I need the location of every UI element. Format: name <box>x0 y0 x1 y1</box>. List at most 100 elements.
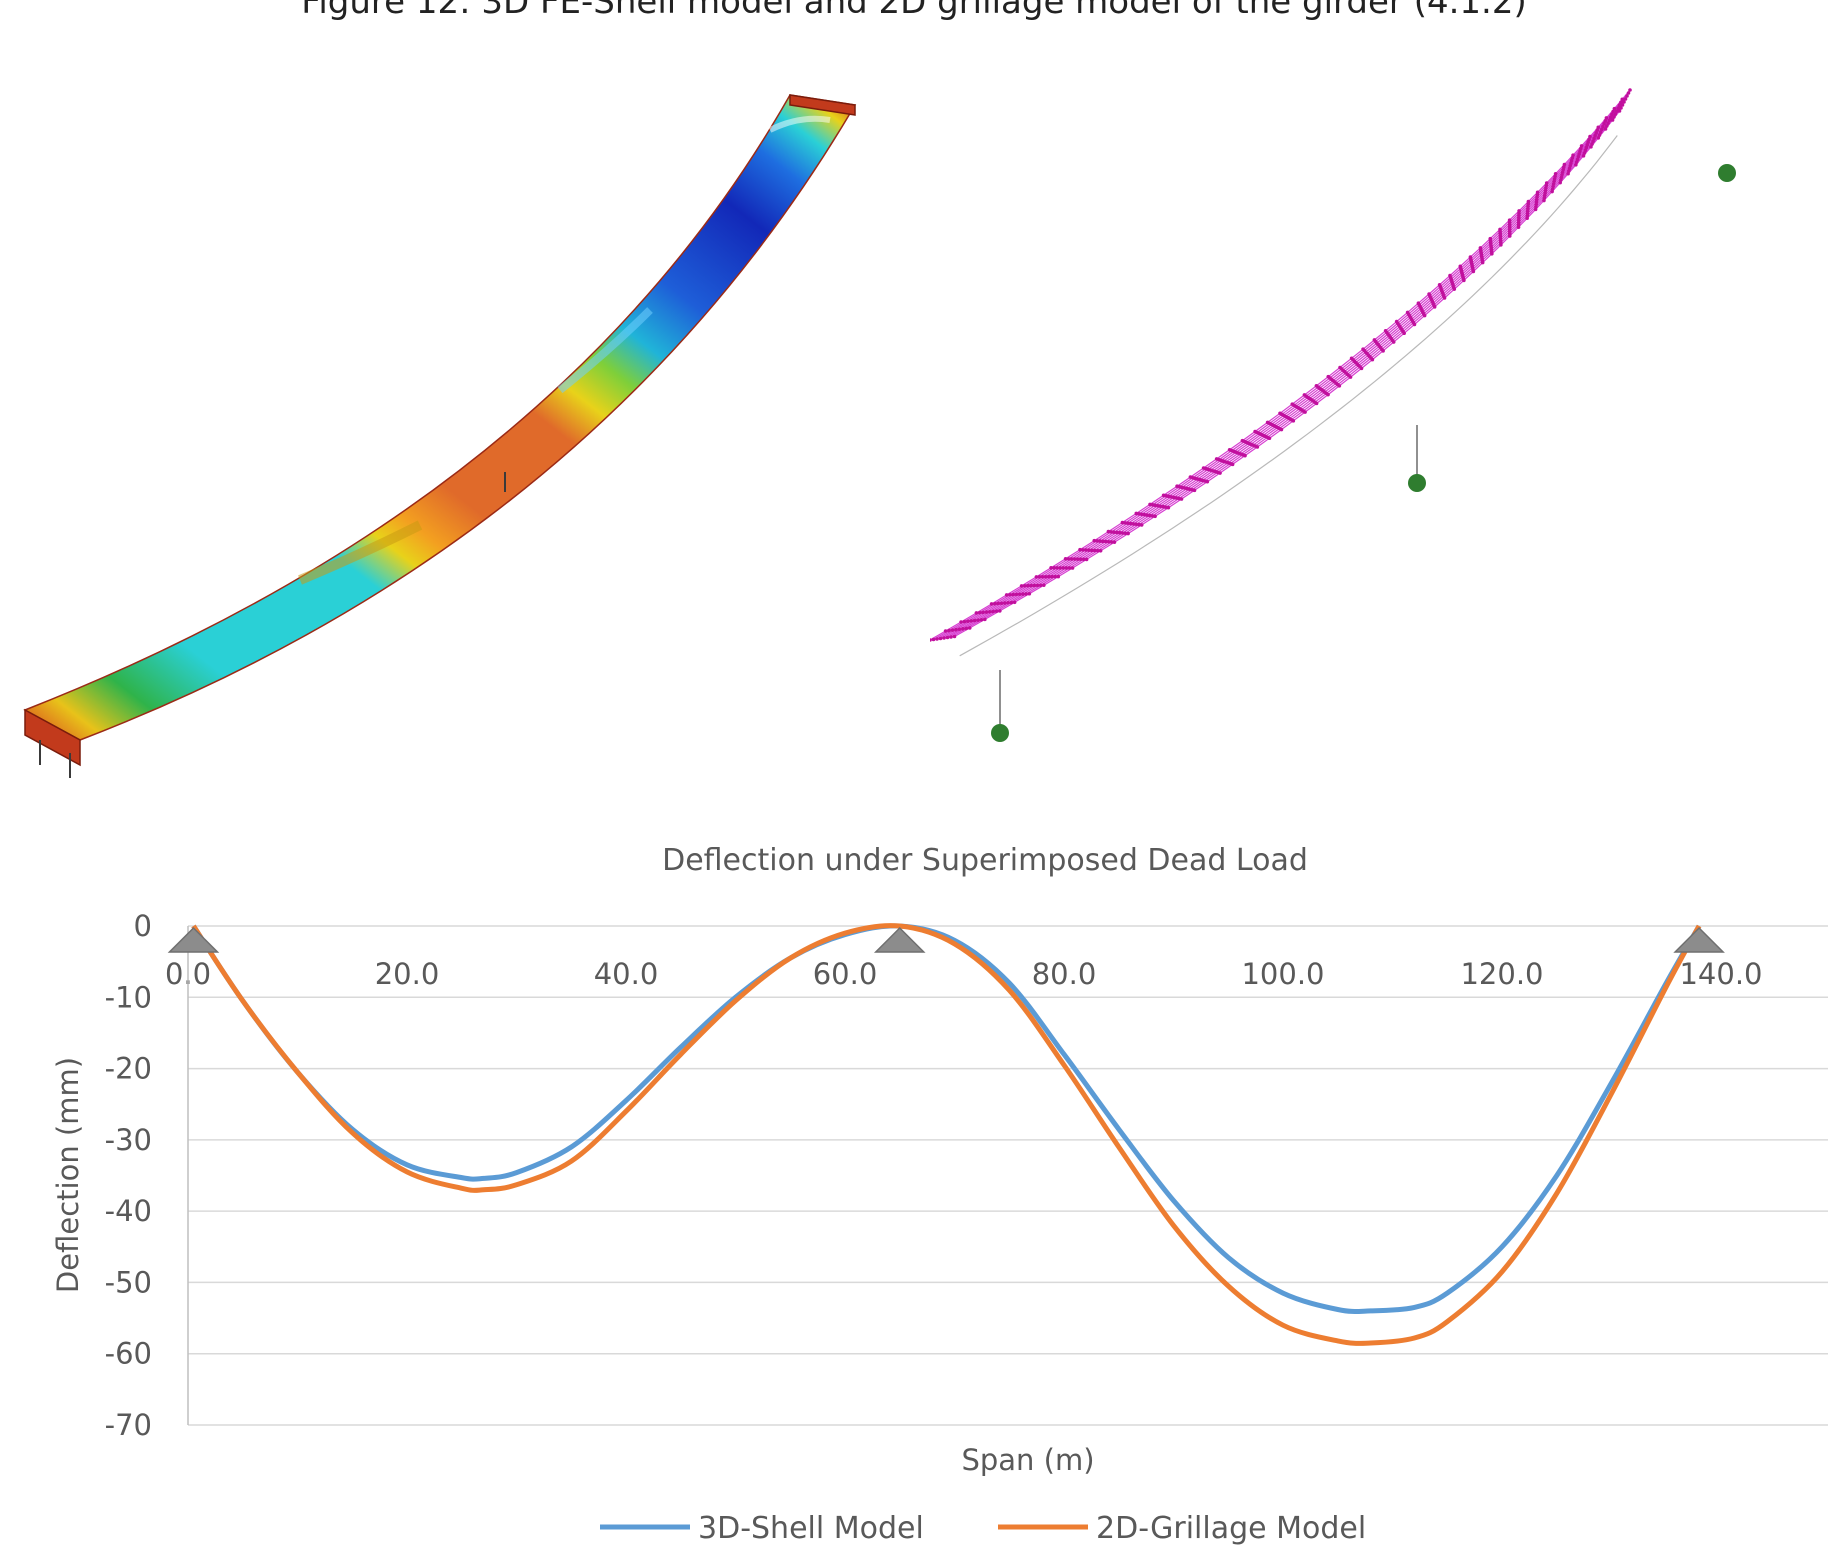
y-tick-label: -30 <box>105 1123 152 1157</box>
grillage-node <box>1038 583 1043 588</box>
grillage-node <box>1604 124 1609 128</box>
grillage-node <box>1279 427 1284 432</box>
grillage-node <box>1614 109 1619 113</box>
grillage-node <box>949 635 953 639</box>
support-marker <box>167 926 220 953</box>
grillage-model-render <box>930 88 1736 742</box>
fe-shell-model-render <box>23 94 857 778</box>
grillage-node <box>1021 592 1025 596</box>
grillage-node <box>1608 115 1613 120</box>
series-line-2d-grillage <box>191 923 1702 1346</box>
support-symbols <box>991 164 1736 742</box>
grillage-node <box>1566 171 1570 176</box>
chart-legend: 3D-Shell Model 2D-Grillage Model <box>600 1511 1366 1546</box>
grillage-node <box>1034 575 1039 579</box>
grillage-longitudinal <box>940 98 1626 640</box>
grillage-longitudinal <box>947 104 1623 639</box>
grillage-node <box>935 637 939 641</box>
grillage-node <box>1027 591 1032 596</box>
grillage-node <box>1052 566 1056 570</box>
grillage-node <box>981 610 985 615</box>
grillage-node <box>1131 522 1136 526</box>
grillage-node <box>1043 574 1048 579</box>
grillage-node <box>1139 523 1144 527</box>
grillage-node <box>1525 216 1529 221</box>
grillage-node <box>969 619 974 623</box>
y-tick-label: -70 <box>105 1408 152 1442</box>
x-tick-label: 100.0 <box>1241 957 1324 991</box>
grillage-node <box>1326 392 1330 397</box>
y-tick-label: -20 <box>105 1052 152 1086</box>
grillage-node <box>977 610 982 615</box>
grillage-node <box>959 620 963 624</box>
grillage-node <box>1166 505 1171 510</box>
grillage-node <box>1092 548 1097 553</box>
y-axis-title: Deflection (mm) <box>51 1057 85 1293</box>
grillage-node <box>1402 331 1406 336</box>
grillage-node <box>1359 366 1364 371</box>
grillage-node <box>1026 583 1030 588</box>
grillage-node <box>979 617 984 622</box>
grillage-node <box>1179 497 1184 501</box>
grillage-node <box>1597 133 1602 137</box>
grillage-node <box>938 636 943 641</box>
grillage-node <box>1490 251 1494 256</box>
grillage-node <box>1584 145 1589 150</box>
grillage-node <box>1516 225 1521 229</box>
grillage-node <box>1123 531 1128 536</box>
grillage-node <box>1592 136 1596 141</box>
grillage-node <box>1029 583 1033 588</box>
grillage-node <box>1205 479 1210 484</box>
grillage-node <box>950 628 955 632</box>
grillage-node <box>1139 512 1144 517</box>
grillage-node <box>1078 547 1082 552</box>
grillage-node <box>1533 207 1538 212</box>
grillage-node <box>976 618 980 622</box>
figure-caption: Figure 12: 3D FE-Shell model and 2D gril… <box>301 0 1527 22</box>
grillage-node <box>1601 124 1605 129</box>
grillage-node <box>1101 539 1105 544</box>
grillage-node <box>1255 445 1260 449</box>
grillage-node <box>972 618 977 623</box>
grillage-node <box>1064 566 1069 570</box>
grillage-node <box>1075 557 1080 561</box>
support-marker <box>873 926 926 953</box>
grillage-node <box>1585 143 1590 147</box>
grillage-node <box>1230 462 1235 467</box>
y-tick-labels: 0 -10 -20 -30 -40 -50 -60 -70 <box>105 909 152 1442</box>
grillage-node <box>1134 522 1138 527</box>
grillage-node <box>1120 520 1125 525</box>
grillage-node <box>1303 410 1307 414</box>
grillage-node <box>1620 97 1625 102</box>
grillage-node <box>1153 514 1157 519</box>
grillage-node <box>1462 278 1466 283</box>
grillage-node <box>1593 133 1597 138</box>
grillage-node <box>1590 142 1594 146</box>
grillage-node <box>1009 600 1014 605</box>
grillage-node <box>1412 322 1417 327</box>
grillage-node <box>945 635 950 640</box>
grillage-node <box>967 626 972 630</box>
x-tick-labels: 0.0 20.0 40.0 60.0 80.0 100.0 120.0 140.0 <box>165 957 1763 991</box>
grillage-node <box>1040 574 1045 579</box>
grillage-node <box>1037 575 1042 579</box>
grillage-node <box>1032 583 1037 588</box>
grillage-node <box>1612 106 1617 111</box>
grillage-node <box>1588 134 1592 139</box>
grillage-node <box>1610 118 1615 122</box>
grillage-node <box>1049 566 1053 570</box>
grillage-node <box>1070 566 1075 570</box>
grillage-node <box>1024 592 1028 596</box>
y-tick-label: -50 <box>105 1265 152 1299</box>
grillage-node <box>1617 109 1622 113</box>
grillage-node <box>942 636 946 640</box>
grillage-node <box>1137 512 1141 516</box>
grillage-mesh <box>930 88 1632 657</box>
grillage-node <box>1628 88 1632 92</box>
grillage-node <box>1619 106 1623 110</box>
x-tick-label: 20.0 <box>375 957 440 991</box>
grillage-node <box>974 611 979 615</box>
grillage-node <box>1087 548 1091 552</box>
grillage-node <box>1218 471 1222 475</box>
grillage-node <box>1098 539 1102 543</box>
